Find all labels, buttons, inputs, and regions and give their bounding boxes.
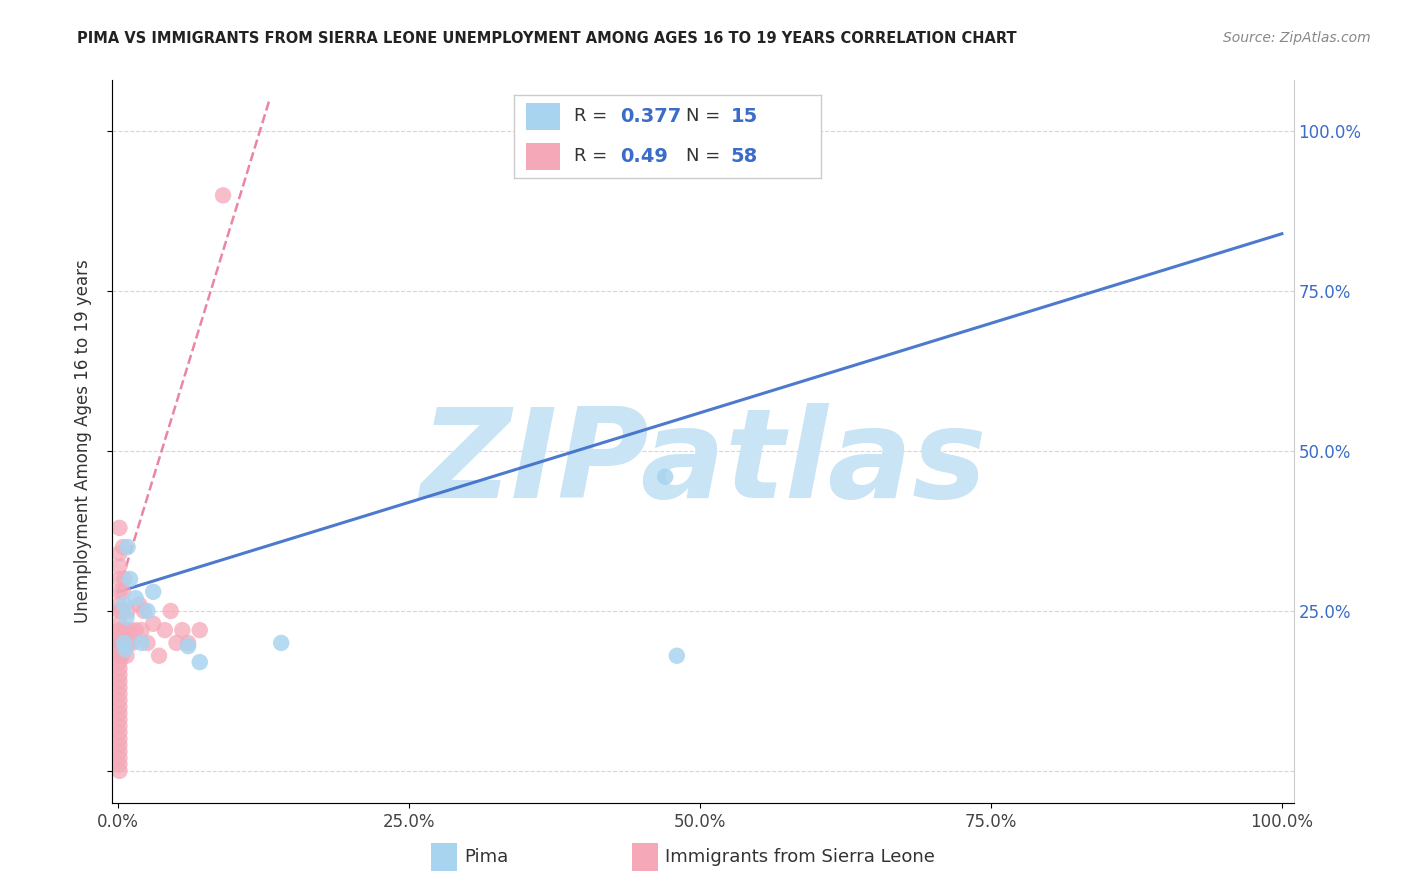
Point (112, 572, 135, 586)
Point (108, 687, 131, 701)
Point (136, 604, 159, 618)
Point (108, 745, 131, 759)
Point (114, 623, 136, 637)
Point (108, 521, 131, 535)
Point (177, 636, 200, 650)
Point (108, 572, 131, 586)
Text: PIMA VS IMMIGRANTS FROM SIERRA LEONE UNEMPLOYMENT AMONG AGES 16 TO 19 YEARS CORR: PIMA VS IMMIGRANTS FROM SIERRA LEONE UNE… (77, 31, 1017, 46)
Point (212, 188, 235, 202)
Text: Immigrants from Sierra Leone: Immigrants from Sierra Leone (665, 848, 935, 866)
Point (108, 706, 131, 721)
Point (188, 655, 211, 669)
Point (108, 725, 131, 739)
Point (108, 584, 131, 599)
Point (188, 623, 211, 637)
Point (108, 713, 131, 727)
Point (115, 610, 138, 624)
Point (110, 636, 132, 650)
Point (111, 604, 134, 618)
Point (108, 616, 131, 631)
Point (665, 648, 688, 663)
Point (108, 668, 131, 682)
Point (159, 604, 181, 618)
Point (108, 655, 131, 669)
Point (118, 636, 141, 650)
Point (108, 630, 131, 644)
Point (114, 642, 136, 657)
Point (108, 764, 131, 778)
Point (112, 598, 135, 612)
Point (112, 636, 135, 650)
Point (108, 674, 131, 689)
Point (172, 623, 194, 637)
Text: Source: ZipAtlas.com: Source: ZipAtlas.com (1223, 31, 1371, 45)
Point (111, 584, 134, 599)
Point (108, 699, 131, 714)
Point (108, 546, 131, 560)
Point (177, 639, 200, 653)
Point (131, 623, 153, 637)
Point (121, 636, 143, 650)
Text: Pima: Pima (464, 848, 509, 866)
Point (125, 623, 148, 637)
Point (108, 751, 131, 765)
Point (108, 693, 131, 707)
Point (117, 604, 139, 618)
Point (136, 636, 159, 650)
FancyBboxPatch shape (432, 843, 457, 871)
Point (108, 623, 131, 637)
Point (111, 648, 134, 663)
Point (128, 598, 150, 612)
Text: ZIPatlas: ZIPatlas (420, 402, 986, 524)
Point (108, 681, 131, 695)
Point (148, 648, 170, 663)
Point (108, 604, 131, 618)
Point (131, 636, 153, 650)
Point (142, 616, 165, 631)
Point (153, 623, 176, 637)
Point (270, 636, 292, 650)
Point (117, 540, 139, 554)
Point (108, 719, 131, 733)
FancyBboxPatch shape (633, 843, 658, 871)
Point (108, 738, 131, 752)
Point (115, 648, 138, 663)
Point (108, 559, 131, 574)
Point (108, 636, 131, 650)
Point (108, 661, 131, 675)
Point (108, 598, 131, 612)
Point (118, 623, 141, 637)
Point (108, 642, 131, 657)
Point (112, 636, 135, 650)
Point (142, 584, 165, 599)
Y-axis label: Unemployment Among Ages 16 to 19 years: Unemployment Among Ages 16 to 19 years (73, 260, 91, 624)
Point (108, 648, 131, 663)
Point (108, 757, 131, 772)
Point (118, 572, 141, 586)
Point (108, 731, 131, 746)
Point (111, 540, 134, 554)
Point (654, 469, 676, 483)
Point (132, 604, 155, 618)
Point (166, 636, 188, 650)
Point (125, 591, 148, 606)
